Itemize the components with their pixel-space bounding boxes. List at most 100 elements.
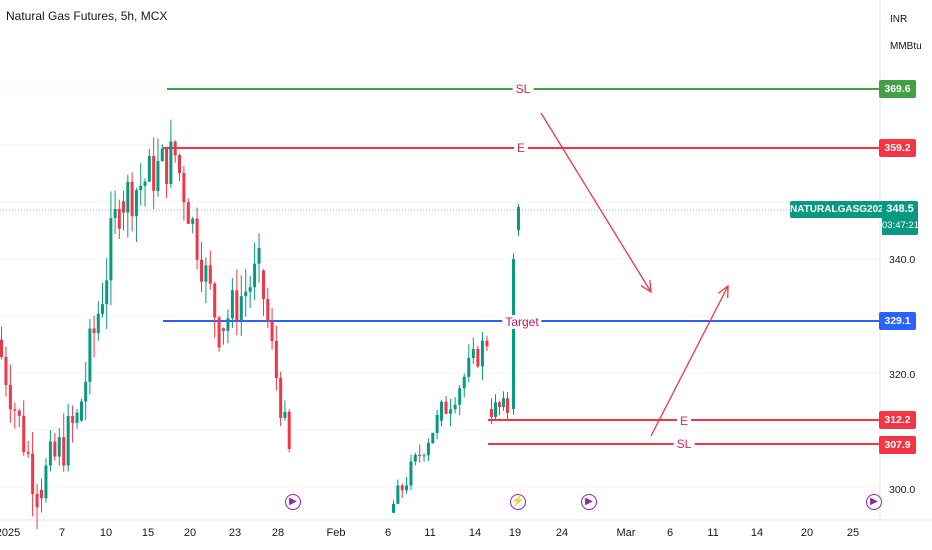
candle-body: [113, 208, 117, 219]
play-icon[interactable]: ▶: [581, 494, 597, 510]
candle-body: [431, 432, 435, 444]
date-axis-label: 19: [508, 527, 522, 539]
candle-body: [426, 443, 430, 456]
entry-lower-price-tag: 312.2: [879, 411, 916, 429]
date-axis-label: 25: [846, 527, 860, 539]
date-axis-label: 20: [183, 527, 197, 539]
lightning-icon[interactable]: ⚡: [510, 494, 526, 510]
unit-selector[interactable]: INR MMBtu: [880, 0, 932, 64]
candle-body: [226, 318, 230, 331]
candle-body: [152, 155, 156, 191]
date-axis-label: 23: [228, 527, 242, 539]
candle-body: [40, 489, 43, 499]
candle-body: [480, 340, 484, 367]
candle-body: [498, 402, 501, 408]
candle-body: [494, 402, 497, 417]
candle-body: [66, 415, 70, 466]
date-axis-label: 20: [800, 527, 814, 539]
last-price-value: 348.5: [886, 203, 914, 215]
sl-upper-price-tag: 369.6: [879, 80, 916, 98]
candle-body: [0, 339, 3, 357]
candle-body: [8, 384, 12, 410]
candle-body: [239, 296, 243, 321]
unit-label[interactable]: MMBtu: [890, 41, 922, 52]
up-arrow: [650, 285, 729, 437]
date-axis-label: 14: [750, 527, 764, 539]
candle-body: [287, 411, 291, 450]
play-icon[interactable]: ▶: [866, 494, 882, 510]
candle-body: [160, 148, 164, 162]
candle-body: [88, 328, 92, 382]
candle-body: [262, 270, 265, 299]
candle-body: [48, 441, 52, 466]
candle-body: [422, 455, 426, 457]
candle-body: [109, 218, 113, 281]
candle-body: [435, 414, 439, 433]
candle-body: [409, 461, 413, 486]
candle-body: [84, 381, 88, 402]
candle-body: [169, 141, 173, 184]
candle-body: [35, 493, 39, 508]
candle-body: [213, 283, 217, 318]
candle-body: [105, 280, 109, 305]
candle-body: [279, 377, 283, 418]
up-arrow-head: [718, 284, 729, 299]
bar-countdown: 03:47:21: [882, 220, 919, 231]
candle-body: [53, 441, 57, 457]
candle-body: [80, 401, 83, 421]
candle-body: [217, 317, 221, 348]
chart-title: Natural Gas Futures, 5h, MCX: [6, 9, 168, 23]
play-icon[interactable]: ▶: [285, 494, 301, 510]
candle-body: [502, 398, 505, 408]
candle-body: [208, 265, 212, 284]
candle-body: [235, 290, 239, 321]
target-label: Target: [502, 315, 542, 329]
last-price-tag: 348.5 03:47:21: [882, 201, 919, 235]
candle-body: [471, 348, 475, 358]
candle-body: [13, 409, 17, 411]
candle-body: [490, 409, 493, 417]
candle-body: [204, 265, 208, 282]
candle-body: [257, 247, 261, 264]
date-axis-label: Mar: [616, 527, 636, 539]
candle-body: [117, 208, 121, 229]
date-axis-label: 14: [468, 527, 482, 539]
date-axis-label: 15: [141, 527, 155, 539]
candle-body: [517, 207, 520, 231]
candle-body: [71, 415, 75, 423]
date-axis-label: 11: [707, 527, 719, 539]
candle-body: [266, 298, 270, 322]
candle-body: [418, 454, 422, 457]
candle-body: [186, 202, 190, 224]
candle-body: [57, 437, 61, 457]
date-axis-label: 7: [58, 527, 66, 539]
sl-lower-price-tag: 307.9: [879, 436, 916, 454]
candle-body: [413, 454, 417, 462]
candle-body: [92, 328, 96, 334]
price-axis-label: 320.0: [889, 369, 916, 381]
date-axis-label: 11: [424, 527, 436, 539]
candle-body: [440, 401, 443, 421]
candle-body: [182, 172, 186, 203]
chart-area[interactable]: SL E Target E SL: [0, 0, 932, 530]
candle-body: [156, 161, 160, 191]
candle-body: [222, 328, 225, 331]
currency-label[interactable]: INR: [890, 14, 908, 25]
candle-body: [75, 412, 79, 423]
date-axis-label: 10: [99, 527, 113, 539]
candle-body: [195, 218, 199, 260]
candle-body: [101, 304, 104, 314]
candle-body: [506, 398, 509, 413]
candle-body: [26, 452, 30, 454]
candle-body: [244, 291, 248, 297]
candle-body: [17, 410, 21, 416]
date-axis-label: Feb: [326, 527, 346, 539]
candle-body: [270, 321, 274, 341]
candle-body: [134, 190, 138, 217]
date-axis-label: 24: [555, 527, 569, 539]
candle-body: [248, 287, 252, 292]
down-arrow: [540, 112, 652, 293]
candle-body: [147, 155, 151, 182]
date-axis-label: 6: [384, 527, 392, 539]
